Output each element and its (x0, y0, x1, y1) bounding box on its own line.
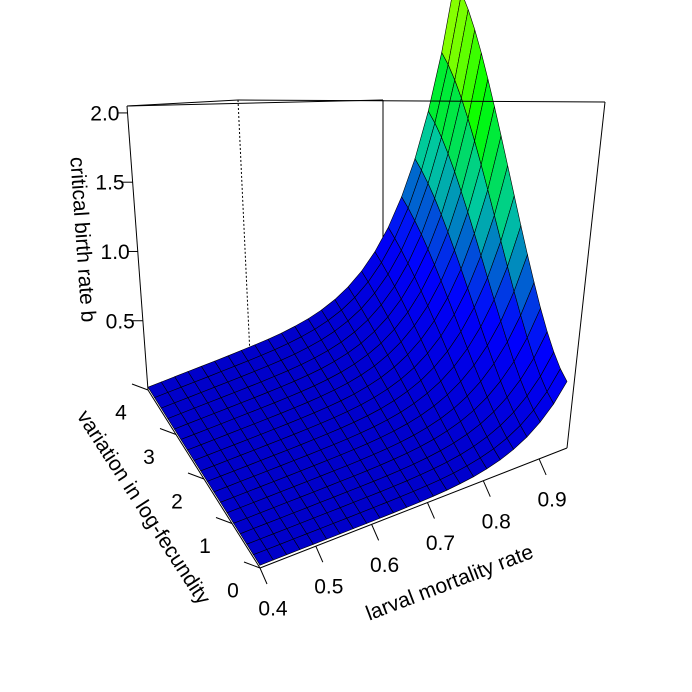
y-tick-label: 4 (115, 402, 127, 425)
x-tick-mark (315, 545, 324, 563)
x-tick-mark (538, 458, 547, 476)
box-edge-right-vertical (566, 101, 606, 449)
z-tick-label: 2.0 (90, 102, 119, 125)
x-tick-mark (482, 480, 491, 497)
x-tick-mark (259, 567, 268, 585)
x-tick-label: 0.6 (370, 554, 399, 577)
y-tick-mark (243, 561, 261, 569)
z-tick-label: 1.5 (95, 172, 124, 195)
x-tick-label: 0.4 (258, 598, 288, 621)
y-tick-label: 0 (227, 580, 239, 603)
box-edge-top-left (126, 99, 239, 107)
x-axis-ticks: 0.4 0.5 0.6 0.7 0.8 0.9 (258, 458, 567, 621)
x-tick-mark (426, 502, 435, 519)
x-tick-label: 0.7 (426, 532, 455, 555)
y-tick-mark (215, 517, 233, 524)
z-axis-ticks: 0.5 1.0 1.5 2.0 (90, 102, 143, 333)
box-edge-top-back (126, 99, 384, 107)
x-tick-label: 0.9 (537, 488, 566, 511)
box-edge-left-vertical (126, 105, 149, 391)
surface-mesh (147, 0, 568, 566)
y-tick-mark (159, 428, 177, 435)
x-tick-mark (371, 524, 380, 541)
box-front (126, 99, 606, 569)
y-tick-mark (131, 383, 149, 391)
x-tick-label: 0.5 (314, 576, 343, 599)
x-tick-label: 0.8 (482, 510, 511, 533)
surface-cell (546, 368, 568, 405)
y-tick-label: 1 (199, 535, 211, 558)
y-tick-label: 2 (171, 491, 183, 514)
z-tick-label: 1.0 (101, 241, 130, 264)
z-tick-label: 0.5 (106, 310, 135, 333)
y-tick-label: 3 (143, 446, 155, 469)
y-tick-mark (187, 472, 205, 480)
box-edge-top-right (237, 99, 606, 103)
box-edge-x-axis (259, 447, 568, 569)
